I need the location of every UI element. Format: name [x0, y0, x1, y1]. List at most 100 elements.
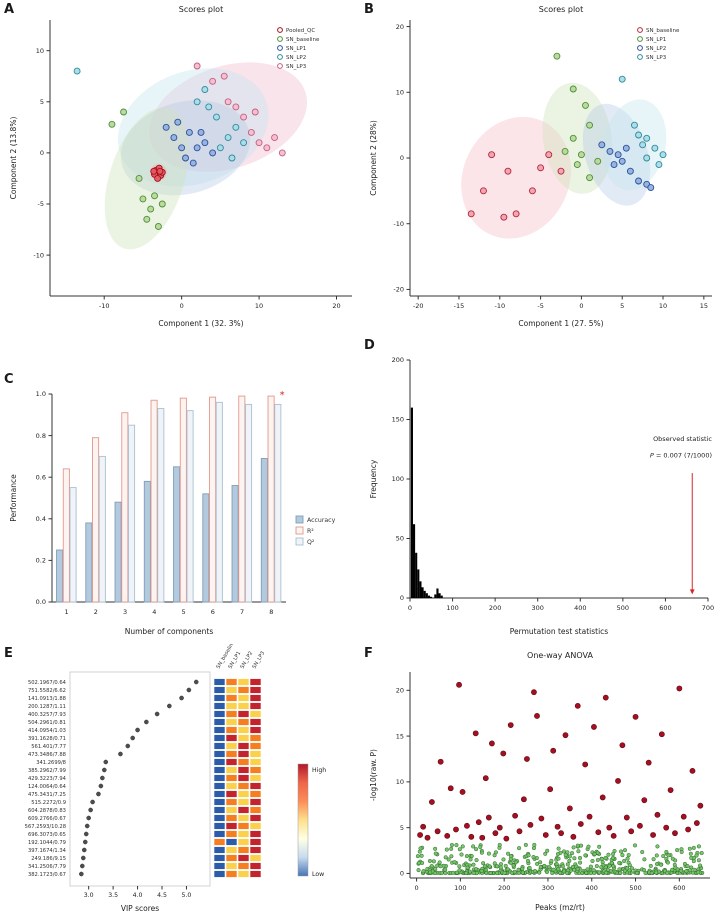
svg-text:Frequency: Frequency: [369, 459, 378, 498]
svg-text:4.5: 4.5: [157, 892, 167, 899]
svg-text:8: 8: [269, 608, 273, 616]
panel-b: B Scores plot -20 -15 -10 -5 0 5 10 15 -20 -10 0 10 2…: [364, 0, 720, 334]
svg-text:0: 0: [414, 884, 418, 892]
svg-text:2: 2: [94, 608, 98, 616]
svg-text:Scores plot: Scores plot: [179, 5, 223, 14]
svg-text:382.1723/0.67: 382.1723/0.67: [28, 872, 66, 878]
svg-text:-10: -10: [494, 302, 505, 310]
svg-text:500: 500: [617, 604, 629, 612]
svg-text:200: 200: [392, 356, 404, 364]
svg-text:10: 10: [255, 302, 263, 310]
svg-text:0: 0: [579, 302, 583, 310]
svg-text:Q²: Q²: [307, 539, 315, 546]
svg-text:300: 300: [542, 884, 554, 892]
svg-text:-20: -20: [413, 302, 424, 310]
svg-text:504.2961/0.81: 504.2961/0.81: [28, 720, 66, 726]
scores-plot-b-canvas: Scores plot -20 -15 -10 -5 0 5 10 15 -20 -10 0 10 20 C…: [369, 5, 712, 328]
svg-text:SN_baseline: SN_baseline: [646, 28, 680, 34]
svg-text:VIP scores: VIP scores: [121, 904, 159, 913]
svg-text:500: 500: [629, 884, 641, 892]
permutation-histogram-canvas: 0 100 200 300 400 500 600 700 0 50 100 150 200 Permut…: [369, 356, 714, 636]
svg-text:429.3223/7.94: 429.3223/7.94: [28, 776, 67, 782]
svg-text:5: 5: [620, 302, 624, 310]
svg-text:609.2766/0.67: 609.2766/0.67: [28, 816, 66, 822]
svg-text:10: 10: [396, 778, 404, 786]
svg-text:300: 300: [532, 604, 544, 612]
svg-text:391.1628/0.71: 391.1628/0.71: [28, 736, 66, 742]
panel-d: D 0 100 200 300 400 500 600 700 0 50 100 150 200 Perm…: [364, 336, 720, 642]
svg-text:400: 400: [574, 604, 586, 612]
svg-text:5.0: 5.0: [182, 892, 192, 899]
svg-text:Low: Low: [312, 871, 324, 878]
svg-text:50: 50: [396, 535, 404, 543]
svg-text:Permutation test statistics: Permutation test statistics: [510, 627, 608, 636]
panel-a-letter: A: [4, 2, 15, 17]
svg-text:473.3486/7.88: 473.3486/7.88: [28, 752, 66, 758]
svg-text:-20: -20: [393, 286, 404, 294]
svg-text:One-way ANOVA: One-way ANOVA: [527, 651, 593, 660]
svg-text:-10: -10: [33, 251, 44, 259]
svg-text:700: 700: [702, 604, 714, 612]
svg-text:10: 10: [659, 302, 667, 310]
svg-text:Number of components: Number of components: [125, 627, 214, 636]
svg-text:0: 0: [40, 149, 44, 157]
svg-text:0.0: 0.0: [36, 598, 46, 606]
svg-text:0.8: 0.8: [36, 432, 46, 440]
svg-text:600: 600: [673, 884, 685, 892]
svg-text:414.0954/1.03: 414.0954/1.03: [28, 728, 66, 734]
svg-text:Component 1 (32. 3%): Component 1 (32. 3%): [158, 319, 243, 328]
svg-text:0: 0: [408, 604, 412, 612]
svg-text:0: 0: [400, 154, 404, 162]
svg-text:Pooled_QC: Pooled_QC: [286, 28, 315, 34]
panel-e: E 502.1967/0.64 751.5582/6.62 141.0913/1.8…: [4, 644, 360, 918]
svg-text:SN_LP2: SN_LP2: [286, 55, 306, 61]
svg-text:400: 400: [586, 884, 598, 892]
svg-text:20: 20: [332, 302, 340, 310]
svg-text:5: 5: [182, 608, 186, 616]
svg-text:192.1044/0.79: 192.1044/0.79: [28, 840, 66, 846]
svg-text:100: 100: [392, 475, 404, 483]
svg-text:20: 20: [396, 687, 404, 695]
svg-text:5: 5: [40, 98, 44, 106]
svg-text:4.0: 4.0: [133, 892, 143, 899]
svg-text:0.2: 0.2: [36, 557, 46, 565]
svg-text:200.1287/1.11: 200.1287/1.11: [28, 704, 66, 710]
scores-plot-a-canvas: Scores plot -10 0 10 20 -10 -5 0 5 10 Component 1 …: [9, 5, 352, 328]
svg-text:SN_LP3: SN_LP3: [646, 55, 667, 61]
panel-f-letter: F: [364, 646, 373, 661]
anova-scatter-canvas: One-way ANOVA 0 100 200 300 400 500 600 0 5 10 15 20…: [369, 651, 710, 912]
svg-text:Peaks (mz/rt): Peaks (mz/rt): [535, 903, 585, 912]
svg-text:-15: -15: [454, 302, 465, 310]
svg-text:Component 1 (27. 5%): Component 1 (27. 5%): [518, 319, 603, 328]
vip-scores-canvas: 502.1967/0.64 751.5582/6.62 141.0913/1.88 2…: [25, 644, 327, 913]
panel-a: A Scores plot -10 0 10 20 -10 -5 0 5 10 Component …: [4, 0, 360, 334]
svg-text:3.0: 3.0: [84, 892, 94, 899]
svg-text:200: 200: [489, 604, 501, 612]
svg-text:5: 5: [400, 824, 404, 832]
svg-text:7: 7: [240, 608, 244, 616]
svg-text:696.3073/0.65: 696.3073/0.65: [28, 832, 66, 838]
panel-c-letter: C: [4, 372, 14, 387]
panel-e-letter: E: [4, 646, 13, 661]
panel-b-letter: B: [364, 2, 374, 17]
svg-text:High: High: [312, 767, 326, 774]
svg-text:SN_LP1: SN_LP1: [286, 46, 306, 52]
panel-d-letter: D: [364, 338, 375, 353]
svg-text:SN_LP2: SN_LP2: [646, 46, 666, 52]
svg-text:124.0064/0.64: 124.0064/0.64: [28, 784, 67, 790]
svg-text:150: 150: [392, 416, 404, 424]
svg-text:SN_LP1: SN_LP1: [646, 37, 666, 43]
svg-text:751.5582/6.62: 751.5582/6.62: [28, 688, 66, 694]
svg-text:567.2593/10.28: 567.2593/10.28: [25, 824, 66, 830]
svg-text:515.2272/0.9: 515.2272/0.9: [31, 800, 66, 806]
svg-text:400.3257/7.93: 400.3257/7.93: [28, 712, 66, 718]
svg-text:6: 6: [211, 608, 215, 616]
svg-text:3.5: 3.5: [108, 892, 118, 899]
svg-text:Performance: Performance: [9, 474, 18, 522]
svg-text:Component 2 (13.8%): Component 2 (13.8%): [9, 117, 18, 200]
svg-text:Observed statistic: Observed statistic: [653, 435, 712, 443]
svg-text:100: 100: [454, 884, 466, 892]
svg-text:20: 20: [396, 23, 404, 31]
panel-c: C 0.0 0.2 0.4 0.6 0.8 1.0 1 2 3 4 5 6 7 8 Number of co…: [4, 370, 360, 642]
